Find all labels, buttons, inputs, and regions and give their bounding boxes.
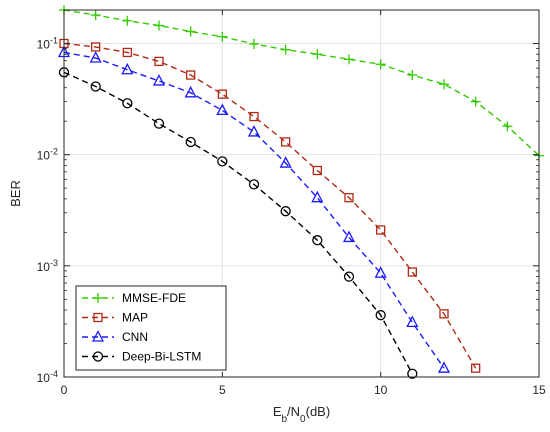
data-point-cnn (89, 51, 102, 63)
legend-marker-map (93, 312, 103, 323)
data-point-mmse-fde (312, 49, 323, 60)
x-axis-label-sub-0: 0 (300, 414, 306, 425)
y-tick-label: 10-1 (37, 35, 58, 51)
legend-marker-cnn (91, 330, 105, 342)
data-point-map (186, 70, 196, 80)
legend-label-map: MAP (122, 311, 148, 325)
data-point-deep-bi-lstm (217, 156, 228, 167)
series-line-deep-bi-lstm (63, 71, 413, 375)
series-cnn (57, 45, 451, 373)
y-tick-label: 10-2 (37, 147, 58, 163)
data-point-cnn (437, 361, 451, 373)
x-tick-label: 5 (219, 383, 226, 397)
x-tick-label: 15 (532, 383, 546, 397)
data-point-mmse-fde (185, 26, 196, 37)
tick-layer: 0 5 10 15 10-4 10-3 10-2 10-1 (37, 9, 546, 397)
data-point-deep-bi-lstm (312, 235, 323, 246)
series-line-map (63, 42, 477, 369)
legend-label-mmse-fde: MMSE-FDE (122, 291, 186, 305)
x-tick-label: 0 (61, 383, 68, 397)
data-point-mmse-fde (249, 38, 259, 49)
legend: MMSE-FDE MAP CNN Deep-Bi-LSTM (75, 285, 227, 371)
series-deep-bi-lstm (58, 67, 418, 379)
x-axis-label-e: E (273, 404, 282, 419)
data-point-map (154, 56, 164, 67)
data-point-cnn (184, 85, 197, 98)
series-line-mmse-fde (63, 9, 540, 157)
x-axis-label-unit: (dB) (306, 404, 331, 419)
legend-label-deep-bi-lstm: Deep-Bi-LSTM (122, 350, 201, 364)
data-point-mmse-fde (470, 96, 481, 107)
data-point-map (471, 363, 481, 373)
data-point-map (439, 309, 449, 319)
legend-item-cnn: CNN (82, 330, 148, 344)
data-point-mmse-fde (502, 121, 513, 132)
y-tick-label: 10-4 (37, 369, 58, 385)
plot-frame (63, 9, 540, 378)
data-point-cnn (152, 74, 166, 86)
data-point-cnn (279, 156, 292, 168)
data-point-mmse-fde (407, 70, 418, 81)
data-point-deep-bi-lstm (343, 271, 355, 282)
data-point-deep-bi-lstm (248, 179, 260, 190)
legend-item-mmse-fde: MMSE-FDE (82, 291, 186, 305)
data-point-map (312, 165, 322, 176)
x-axis-label: Eb/N0(dB) (273, 404, 330, 425)
data-point-mmse-fde (217, 31, 228, 42)
data-point-deep-bi-lstm (90, 81, 101, 92)
legend-item-map: MAP (82, 311, 148, 325)
legend-marker-mmse-fde (93, 293, 103, 303)
data-point-mmse-fde (280, 44, 291, 55)
x-axis-label-slash-n: /N (287, 404, 300, 419)
data-point-deep-bi-lstm (375, 310, 386, 321)
data-point-mmse-fde (154, 20, 164, 31)
data-point-cnn (247, 125, 261, 137)
data-point-map (122, 47, 132, 58)
data-point-mmse-fde (90, 10, 101, 21)
data-point-deep-bi-lstm (122, 98, 133, 109)
data-point-map (281, 137, 291, 147)
legend-marker-deep-bi-lstm (92, 351, 104, 362)
data-point-cnn (311, 190, 324, 203)
data-point-cnn (342, 230, 356, 243)
data-point-map (407, 267, 417, 277)
legend-label-cnn: CNN (122, 330, 148, 344)
x-axis-label-sub-b: b (281, 414, 287, 425)
data-point-mmse-fde (344, 54, 354, 65)
data-point-map (217, 89, 227, 99)
data-point-deep-bi-lstm (407, 368, 418, 379)
data-point-cnn (374, 266, 387, 278)
legend-item-deep-bi-lstm: Deep-Bi-LSTM (82, 350, 201, 364)
data-point-map (91, 42, 101, 52)
data-point-map (376, 225, 386, 235)
x-tick-label: 10 (374, 383, 388, 397)
data-point-mmse-fde (375, 59, 386, 70)
data-point-cnn (121, 62, 134, 75)
y-tick-label: 10-3 (37, 258, 58, 274)
data-point-mmse-fde (122, 15, 133, 26)
data-point-mmse-fde (439, 79, 449, 90)
legend-box (75, 285, 227, 371)
series-line-cnn (63, 51, 445, 369)
data-point-deep-bi-lstm (153, 118, 165, 129)
data-point-cnn (406, 315, 419, 328)
data-point-map (344, 193, 354, 203)
data-point-deep-bi-lstm (280, 206, 291, 217)
data-point-deep-bi-lstm (185, 136, 196, 148)
data-point-map (249, 111, 259, 122)
data-point-cnn (216, 103, 229, 116)
y-axis-label: BER (8, 180, 23, 207)
